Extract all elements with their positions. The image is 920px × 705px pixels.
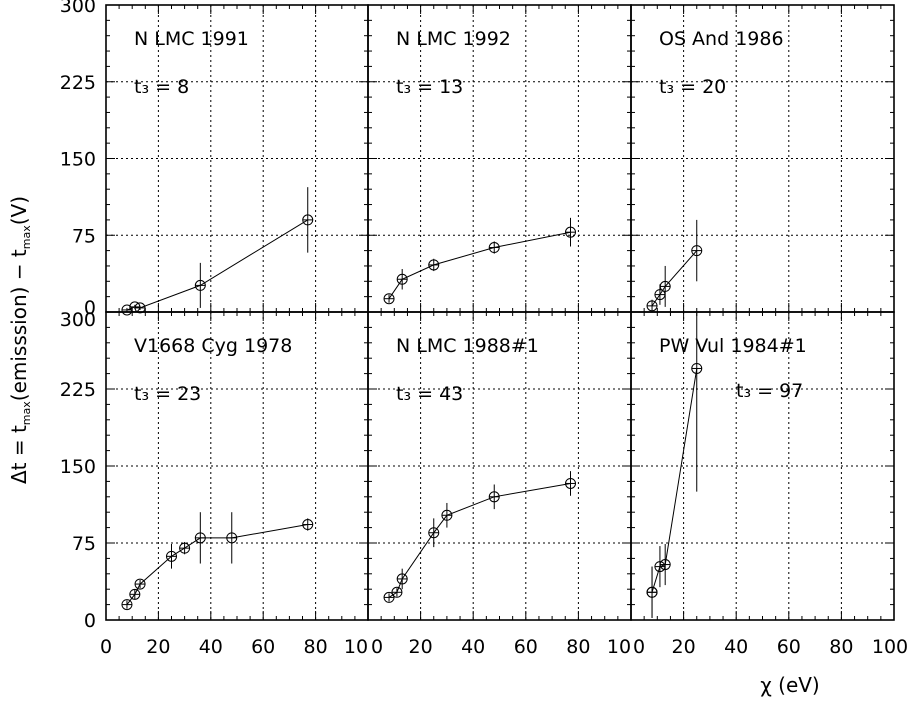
panel-name: N LMC 1988#1 bbox=[396, 335, 539, 357]
panel-t3-label: t₃ = 43 bbox=[396, 383, 463, 405]
series-line bbox=[651, 250, 698, 307]
panel-name: OS And 1986 bbox=[659, 28, 784, 50]
y-axis-label-subscript: max bbox=[20, 225, 33, 249]
x-tick-label: 40 bbox=[199, 636, 223, 658]
x-tick-label: 60 bbox=[777, 636, 801, 658]
x-tick-label: 60 bbox=[514, 636, 538, 658]
series-line bbox=[388, 231, 571, 299]
y-axis-label-part: (emisssion) − t bbox=[7, 249, 31, 401]
y-tick-label: 75 bbox=[72, 225, 96, 247]
panel-name: PW Vul 1984#1 bbox=[659, 335, 807, 357]
ticks-layer bbox=[105, 4, 895, 621]
panel-t3-label: t₃ = 13 bbox=[396, 76, 463, 98]
y-tick-label: 75 bbox=[72, 533, 96, 555]
x-tick-label: 0 bbox=[100, 636, 112, 658]
series-line bbox=[388, 483, 571, 598]
series-line bbox=[126, 219, 308, 311]
y-tick-label: 0 bbox=[84, 297, 96, 319]
x-tick-label: 40 bbox=[724, 636, 748, 658]
y-axis-label: Δt = tmax(emisssion) − tmax(V) bbox=[7, 196, 33, 484]
panel-t3-label: t₃ = 97 bbox=[736, 380, 803, 402]
y-tick-label: 150 bbox=[60, 149, 96, 171]
series-line bbox=[651, 368, 698, 593]
y-tick-label: 300 bbox=[60, 309, 96, 331]
x-tick-label: 80 bbox=[566, 636, 590, 658]
panel-t3-label: t₃ = 23 bbox=[134, 383, 201, 405]
panel-name: N LMC 1991 bbox=[134, 28, 249, 50]
y-axis-label-part: (V) bbox=[7, 196, 31, 225]
y-axis-label-part: Δt = t bbox=[7, 425, 31, 484]
series-line bbox=[126, 524, 308, 605]
y-tick-label: 225 bbox=[60, 379, 96, 401]
y-axis-label-subscript: max bbox=[20, 401, 33, 425]
x-tick-label: 20 bbox=[146, 636, 170, 658]
text-layer: N LMC 1991 t₃ = 8 N LMC 1992 t₃ = 13 OS And … bbox=[60, 0, 908, 658]
panel-name: N LMC 1992 bbox=[396, 28, 511, 50]
panel-t3-label: t₃ = 8 bbox=[134, 76, 189, 98]
y-tick-label: 300 bbox=[60, 0, 96, 17]
x-tick-label: 10 bbox=[344, 636, 368, 658]
x-tick-label: 20 bbox=[409, 636, 433, 658]
x-tick-label: 80 bbox=[829, 636, 853, 658]
x-axis-label: χ (eV) bbox=[760, 673, 820, 697]
panel-name: V1668 Cyg 1978 bbox=[134, 335, 292, 357]
data-layer bbox=[121, 187, 703, 618]
x-tick-label: 20 bbox=[672, 636, 696, 658]
x-tick-label: 60 bbox=[251, 636, 275, 658]
x-tick-label: 80 bbox=[304, 636, 328, 658]
panel-t3-label: t₃ = 20 bbox=[659, 76, 726, 98]
x-tick-label: 10 bbox=[607, 636, 631, 658]
x-tick-label: 40 bbox=[461, 636, 485, 658]
y-tick-label: 225 bbox=[60, 72, 96, 94]
y-tick-label: 0 bbox=[84, 610, 96, 632]
grid-layer bbox=[106, 5, 894, 620]
x-tick-label: 0 bbox=[371, 636, 383, 658]
y-tick-label: 150 bbox=[60, 456, 96, 478]
x-tick-label: 0 bbox=[633, 636, 645, 658]
x-tick-label: 100 bbox=[872, 636, 908, 658]
